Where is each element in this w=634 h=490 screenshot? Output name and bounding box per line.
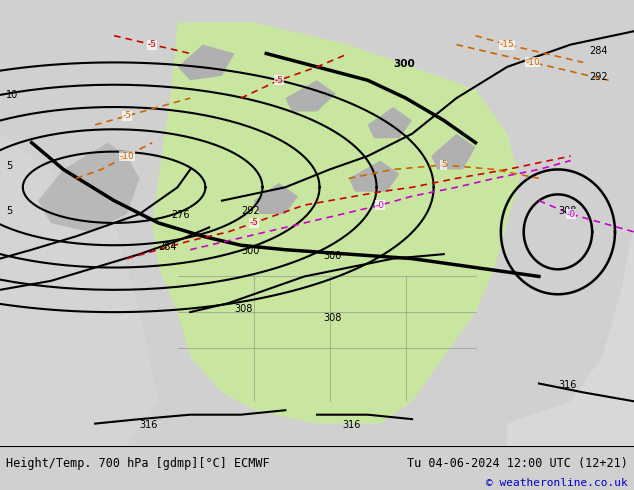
Polygon shape (431, 134, 476, 170)
Text: © weatheronline.co.uk: © weatheronline.co.uk (486, 478, 628, 489)
Text: 276: 276 (171, 211, 190, 220)
Polygon shape (0, 134, 158, 446)
Text: 308: 308 (235, 304, 253, 314)
Polygon shape (254, 183, 298, 214)
Text: Tu 04-06-2024 12:00 UTC (12+21): Tu 04-06-2024 12:00 UTC (12+21) (407, 457, 628, 470)
Text: 292: 292 (590, 72, 608, 82)
Text: -5: -5 (275, 76, 283, 85)
Text: -10: -10 (119, 151, 134, 161)
Polygon shape (349, 161, 399, 192)
Polygon shape (368, 107, 412, 138)
Text: 5: 5 (6, 206, 13, 216)
Text: Height/Temp. 700 hPa [gdmp][°C] ECMWF: Height/Temp. 700 hPa [gdmp][°C] ECMWF (6, 457, 270, 470)
Text: -5: -5 (122, 111, 131, 121)
Text: 10: 10 (6, 90, 18, 100)
Text: 292: 292 (241, 206, 259, 216)
Text: 308: 308 (558, 206, 576, 216)
Text: 300: 300 (323, 250, 342, 261)
Text: 300: 300 (241, 246, 259, 256)
Text: 300: 300 (393, 59, 415, 69)
Text: 5: 5 (6, 161, 13, 172)
Polygon shape (152, 22, 520, 423)
Text: -0: -0 (376, 200, 385, 210)
Text: -10: -10 (525, 58, 540, 67)
Text: 284: 284 (590, 46, 608, 55)
Text: 308: 308 (323, 313, 342, 323)
Polygon shape (38, 143, 139, 232)
Text: -0: -0 (566, 210, 575, 219)
Text: 5: 5 (441, 161, 447, 170)
Text: 316: 316 (558, 380, 576, 390)
Polygon shape (507, 223, 634, 446)
Text: -5: -5 (148, 40, 157, 49)
Polygon shape (178, 45, 235, 80)
Text: -15: -15 (500, 40, 515, 49)
Text: 316: 316 (139, 420, 158, 430)
Polygon shape (285, 80, 336, 112)
Text: 284: 284 (158, 242, 177, 252)
Text: 316: 316 (342, 420, 361, 430)
Text: -5: -5 (249, 219, 258, 227)
